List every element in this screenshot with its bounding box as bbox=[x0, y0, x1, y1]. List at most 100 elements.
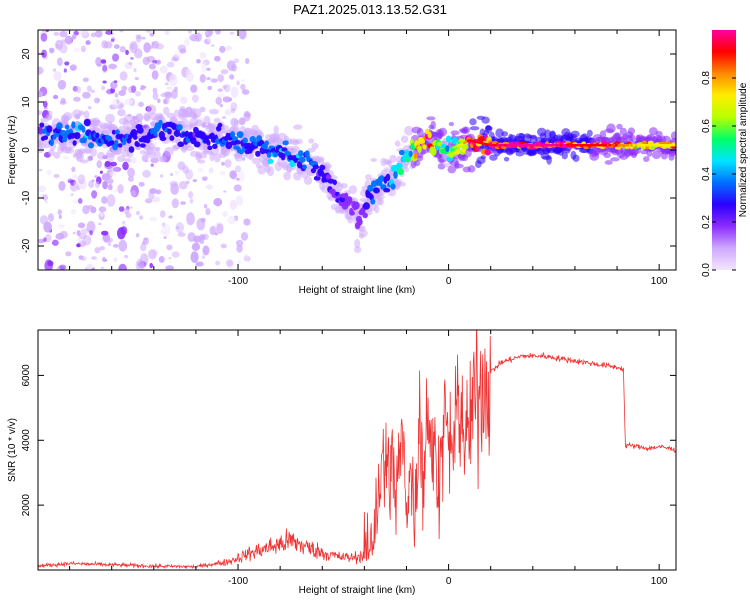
noise-blob bbox=[82, 77, 89, 83]
ridge-cell bbox=[242, 137, 248, 144]
noise-blob bbox=[63, 155, 69, 160]
ridge-cell bbox=[130, 129, 138, 137]
noise-blob bbox=[141, 241, 146, 245]
noise-blob bbox=[157, 98, 161, 104]
noise-blob bbox=[71, 34, 77, 40]
noise-blob bbox=[47, 260, 54, 267]
ridge-cell bbox=[249, 136, 257, 143]
noise-blob bbox=[59, 230, 68, 239]
noise-blob bbox=[38, 168, 43, 172]
ridge-cell bbox=[43, 135, 49, 140]
noise-blob bbox=[44, 200, 49, 204]
noise-blob bbox=[118, 90, 127, 96]
ridge-cell bbox=[427, 131, 432, 139]
ridge-halo bbox=[480, 155, 487, 160]
noise-blob bbox=[107, 183, 113, 191]
ridge-cell bbox=[214, 138, 220, 145]
y-tick-label: 20 bbox=[21, 48, 32, 60]
ridge-halo bbox=[291, 145, 300, 156]
noise-blob bbox=[130, 190, 137, 197]
noise-blob bbox=[168, 215, 173, 219]
noise-blob bbox=[100, 85, 106, 91]
noise-blob bbox=[202, 61, 207, 66]
noise-blob bbox=[124, 98, 133, 106]
noise-blob bbox=[199, 106, 206, 113]
noise-blob bbox=[100, 266, 105, 269]
noise-blob bbox=[99, 212, 104, 218]
ridge-halo bbox=[197, 159, 206, 164]
noise-blob bbox=[46, 169, 52, 176]
ridge-halo bbox=[348, 215, 355, 220]
noise-blob bbox=[152, 92, 159, 101]
ridge-cell bbox=[302, 164, 307, 170]
ridge-cell bbox=[128, 146, 135, 153]
ridge-halo bbox=[603, 152, 611, 159]
noise-blob bbox=[155, 43, 164, 50]
ridge-halo bbox=[283, 171, 291, 181]
noise-blob bbox=[110, 38, 115, 43]
ridge-halo bbox=[389, 154, 397, 163]
ridge-halo bbox=[594, 150, 600, 156]
ridge-cell bbox=[158, 119, 163, 127]
noise-blob bbox=[163, 236, 167, 240]
noise-blob bbox=[173, 86, 179, 93]
noise-blob bbox=[82, 91, 91, 99]
noise-blob bbox=[108, 63, 117, 70]
noise-blob bbox=[53, 71, 62, 81]
noise-blob bbox=[190, 251, 199, 263]
noise-blob bbox=[119, 46, 126, 53]
noise-blob bbox=[73, 47, 81, 53]
noise-blob bbox=[179, 48, 187, 54]
ridge-halo bbox=[370, 157, 378, 163]
ridge-cell bbox=[290, 162, 296, 167]
noise-blob bbox=[64, 61, 70, 66]
noise-blob bbox=[38, 66, 44, 75]
noise-blob bbox=[225, 259, 234, 267]
ridge-cell bbox=[298, 156, 306, 163]
ridge-halo bbox=[149, 146, 158, 151]
noise-blob bbox=[42, 100, 48, 108]
noise-blob bbox=[89, 230, 93, 236]
noise-blob bbox=[207, 85, 213, 91]
noise-blob bbox=[75, 86, 81, 94]
ridge-cell bbox=[319, 164, 326, 171]
noise-blob bbox=[202, 245, 210, 256]
noise-blob bbox=[219, 45, 226, 53]
noise-blob bbox=[42, 194, 48, 201]
noise-blob bbox=[149, 262, 154, 269]
noise-blob bbox=[117, 108, 126, 117]
ridge-cell bbox=[484, 149, 491, 156]
noise-blob bbox=[82, 234, 92, 246]
ridge-halo bbox=[374, 204, 380, 214]
ridge-cell bbox=[642, 140, 647, 145]
noise-blob bbox=[223, 190, 227, 193]
noise-blob bbox=[59, 264, 67, 270]
noise-blob bbox=[221, 161, 225, 166]
noise-blob bbox=[39, 215, 49, 225]
colorbar-tick-label: 0.6 bbox=[701, 119, 712, 133]
ridge-cell bbox=[159, 136, 167, 142]
noise-blob bbox=[72, 199, 78, 205]
ridge-cell bbox=[212, 143, 218, 150]
ridge-cell bbox=[169, 135, 175, 141]
noise-blob bbox=[199, 74, 206, 83]
noise-blob bbox=[141, 36, 146, 40]
ridge-halo bbox=[495, 128, 504, 138]
noise-blob bbox=[101, 230, 109, 236]
ridge-cell bbox=[81, 126, 86, 133]
ridge-halo bbox=[394, 140, 401, 147]
ridge-halo bbox=[643, 156, 650, 162]
ridge-cell bbox=[367, 184, 374, 192]
ridge-halo bbox=[293, 124, 303, 130]
ridge-cell bbox=[357, 218, 363, 226]
noise-blob bbox=[73, 96, 81, 102]
ridge-cell bbox=[266, 152, 272, 158]
ridge-halo bbox=[501, 131, 509, 137]
ridge-cell bbox=[325, 174, 332, 180]
ridge-cell bbox=[87, 142, 95, 149]
ridge-halo bbox=[273, 125, 279, 136]
snr-panel: -100 0 100 2000 4000 6000 Height of straight … bbox=[7, 329, 677, 596]
ridge-halo bbox=[404, 125, 414, 136]
ridge-halo bbox=[447, 165, 457, 174]
noise-blob bbox=[122, 161, 129, 171]
